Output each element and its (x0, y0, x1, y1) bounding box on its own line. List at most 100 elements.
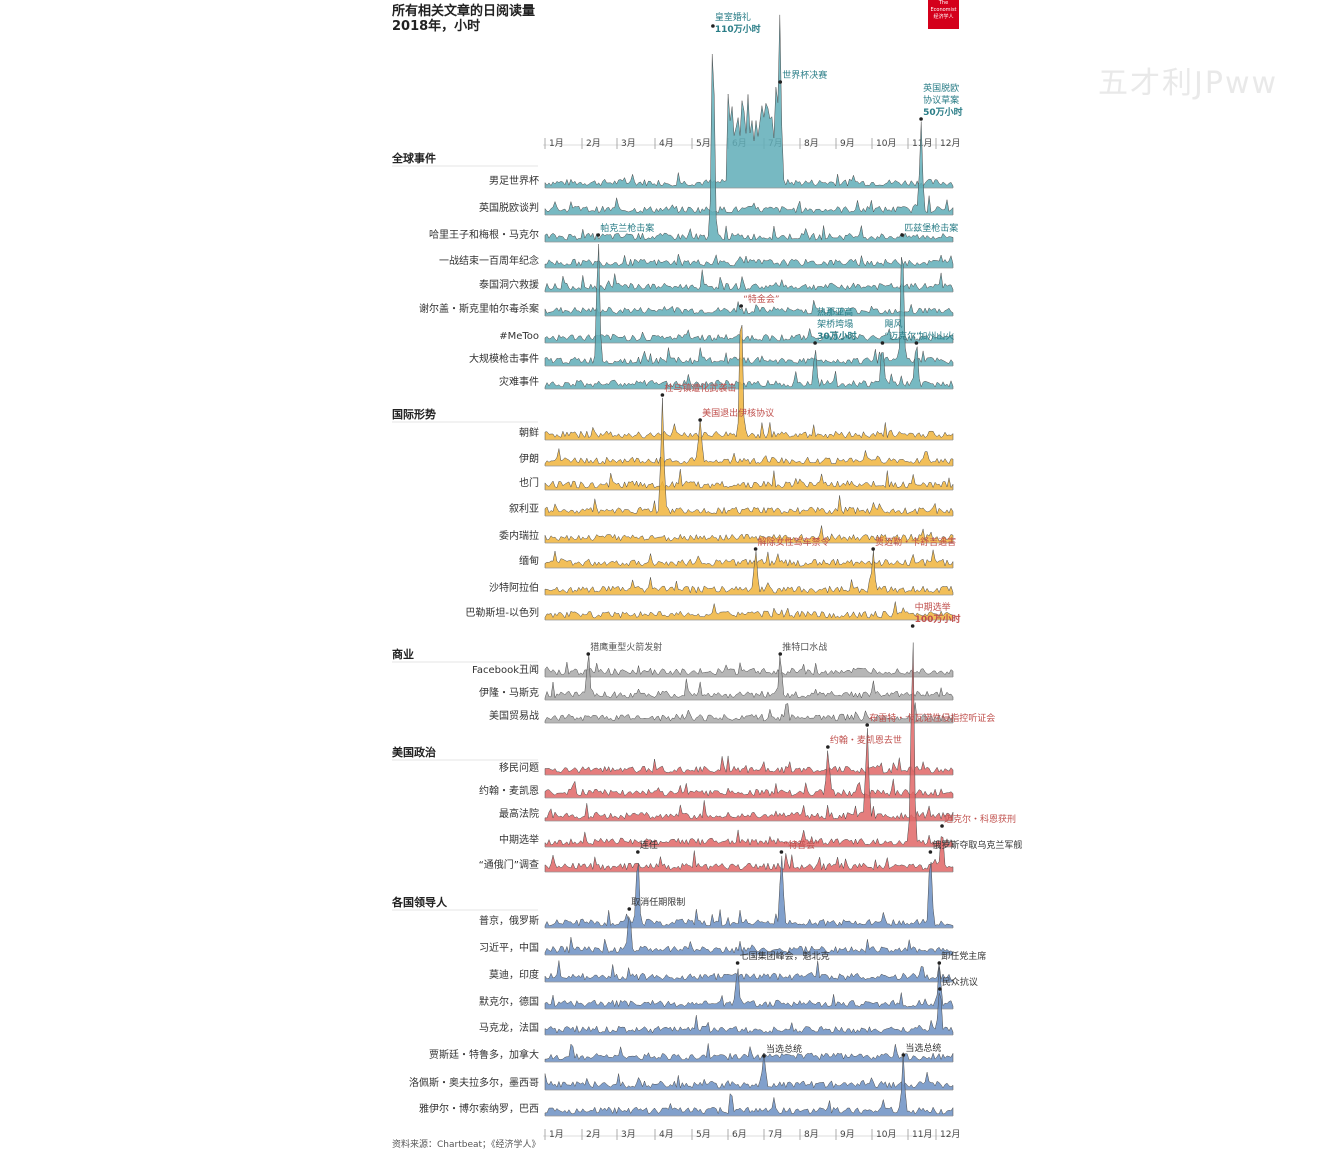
series-label: 普京，俄罗斯 (479, 914, 539, 927)
series-area (544, 992, 954, 1036)
series-area (544, 1052, 954, 1117)
annotation-text: “特金会” (743, 293, 779, 305)
series-area (544, 419, 954, 467)
annotation-text: 猎鹰重型火箭发射 (590, 641, 662, 653)
series-area (544, 328, 954, 344)
series-label: 委内瑞拉 (499, 529, 539, 542)
annotation-text: 协议草案 (923, 94, 959, 106)
series-label: 一战结束一百周年纪念 (439, 254, 539, 267)
series-label: 男足世界杯 (489, 174, 539, 187)
series-area (544, 642, 954, 848)
series-area (544, 960, 954, 983)
annotation-text: 推特口水战 (782, 641, 827, 653)
annotation-dot (826, 745, 830, 749)
series-area (544, 14, 954, 189)
series-label: 谢尔盖・斯克里帕尔毒杀案 (419, 302, 539, 315)
series-area (544, 1053, 954, 1091)
series-area (544, 966, 954, 1010)
top-month-axis-tick-label: 3月 (621, 138, 636, 149)
top-month-axis-tick-label: 9月 (840, 138, 855, 149)
series-label: 大规模枪击事件 (469, 352, 539, 365)
series-label: 缅甸 (519, 554, 539, 567)
series-area (544, 702, 954, 724)
top-month-axis-tick-label: 8月 (804, 138, 819, 149)
series-area (544, 269, 954, 293)
annotation-text: 当选总统 (905, 1042, 941, 1054)
series-area (544, 468, 954, 491)
annotation-text: 匹兹堡枪击案 (904, 222, 958, 234)
series-label: 移民问题 (499, 761, 539, 774)
series-area (544, 253, 954, 269)
annotation-text: 杜马镇遭化武袭击 (664, 382, 736, 394)
series-area (544, 661, 954, 678)
annotation-dot (735, 961, 740, 965)
watermark: 五才利JPww (1098, 66, 1279, 101)
source-note: 资料来源：Chartbeat；《经济学人》 (392, 1138, 541, 1150)
top-month-axis-tick-label: 11月 (912, 138, 932, 149)
annotation-dot (753, 547, 758, 551)
series-area (544, 121, 954, 216)
bottom-month-axis-tick-label: 7月 (768, 1129, 783, 1140)
series-label: 灾难事件 (499, 375, 539, 388)
annotation-dot (778, 80, 783, 84)
annotation-dot (901, 1053, 906, 1057)
series-area (544, 1043, 954, 1063)
series-label: 朝鲜 (519, 426, 539, 439)
top-month-axis-tick-label: 4月 (659, 138, 674, 149)
series-label: 巴勒斯坦-以色列 (465, 606, 539, 619)
annotation-value: 100万小时 (915, 613, 961, 625)
series-label: 习近平，中国 (479, 941, 539, 954)
annotation-text: 架桥垮塌 (817, 318, 853, 330)
annotation-text: 布雷特・卡瓦诺性侵指控听证会 (869, 712, 995, 724)
series-area (544, 728, 954, 822)
annotation-text: 取消任期限制 (631, 896, 685, 908)
series-label: 默克尔，德国 (479, 995, 539, 1008)
annotation-text: 美国退出伊核协议 (702, 407, 774, 419)
annotation-dot (711, 24, 715, 28)
series-label: 美国贸易战 (489, 709, 539, 722)
annotation-dot (900, 233, 904, 237)
page-title: 所有相关文章的日阅读量 (392, 4, 536, 19)
series-label: 哈里王子和梅根・马克尔 (429, 228, 539, 241)
series-label: Facebook丑闻 (472, 663, 539, 676)
annotation-text: 俄罗斯夺取乌克兰军舰 (932, 839, 1022, 851)
bottom-month-axis-tick-label: 1月 (549, 1129, 564, 1140)
series-area (544, 550, 954, 596)
series-label: 最高法院 (499, 807, 539, 820)
annotation-dot (938, 987, 942, 991)
series-area (544, 243, 954, 367)
bottom-month-axis-tick-label: 6月 (732, 1129, 747, 1140)
annotation-text: 约翰・麦凯恩去世 (830, 734, 902, 746)
economist-logo: The Economist 经济学人 (928, 0, 959, 29)
top-month-axis-tick-label: 2月 (586, 138, 601, 149)
annotation-text: 皇室婚礼 (715, 11, 751, 23)
annotation-dot (880, 341, 885, 345)
series-area (544, 525, 954, 544)
series-area (544, 601, 954, 621)
section-heading: 国际形势 (392, 407, 436, 421)
annotation-dot (865, 723, 869, 727)
section-heading: 商业 (392, 647, 414, 661)
annotation-text: 中期选举 (915, 601, 951, 613)
annotation-dot (910, 624, 915, 628)
series-label: #MeToo (499, 331, 539, 342)
annotation-dot (940, 824, 944, 828)
series-area (544, 300, 954, 317)
annotation-dot (778, 652, 783, 656)
page-subtitle: 2018年，小时 (392, 19, 481, 34)
annotation-text: 加州山火 (918, 331, 954, 342)
series-label: 泰国洞穴救援 (479, 278, 539, 291)
annotation-value: 110万小时 (715, 23, 761, 35)
annotation-text: 迈克尔・科恩获刑 (944, 813, 1016, 825)
annotation-text: “特普会” (783, 839, 819, 851)
series-label: 中期选举 (499, 833, 539, 846)
series-label: 雅伊尔・博尔索纳罗，巴西 (419, 1102, 539, 1115)
annotation-dot (660, 393, 665, 397)
top-month-axis-tick-label: 10月 (876, 138, 896, 149)
bottom-month-axis-tick-label: 3月 (621, 1129, 636, 1140)
bottom-month-axis-tick-label: 5月 (696, 1129, 711, 1140)
annotation-dot (871, 547, 875, 551)
annotation-dot (813, 341, 817, 345)
annotation-text: 连任 (640, 839, 658, 851)
